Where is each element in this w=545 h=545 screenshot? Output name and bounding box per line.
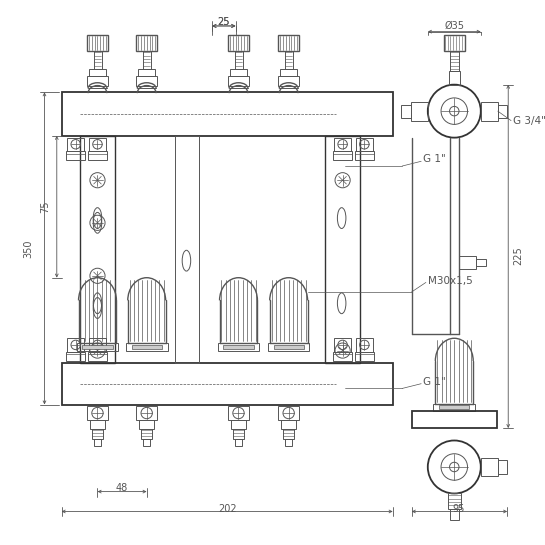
Text: G 1": G 1" bbox=[423, 154, 446, 165]
Bar bbox=[498, 461, 507, 474]
Text: 202: 202 bbox=[218, 504, 237, 513]
Bar bbox=[139, 420, 154, 429]
Bar bbox=[217, 343, 259, 350]
Bar bbox=[89, 338, 106, 352]
Bar bbox=[89, 70, 106, 76]
Bar bbox=[136, 407, 157, 420]
Bar bbox=[450, 51, 459, 71]
Text: M30x1,5: M30x1,5 bbox=[428, 276, 473, 286]
Bar bbox=[334, 138, 351, 151]
Bar bbox=[67, 138, 84, 151]
Bar bbox=[355, 151, 374, 160]
Bar bbox=[411, 411, 497, 428]
Bar bbox=[223, 345, 253, 349]
Bar bbox=[401, 105, 411, 118]
Bar bbox=[333, 151, 352, 160]
Bar bbox=[333, 352, 352, 361]
Bar bbox=[285, 51, 293, 70]
Bar bbox=[62, 92, 393, 136]
Bar bbox=[278, 35, 299, 51]
Bar bbox=[87, 76, 108, 86]
Bar bbox=[325, 136, 360, 363]
Bar bbox=[175, 136, 199, 363]
Bar bbox=[131, 345, 162, 349]
Text: 25: 25 bbox=[217, 17, 229, 27]
Bar bbox=[481, 102, 498, 120]
Bar bbox=[81, 136, 116, 363]
Bar bbox=[447, 493, 461, 508]
Bar bbox=[88, 151, 107, 160]
Bar bbox=[433, 404, 475, 411]
Bar bbox=[439, 405, 469, 409]
Bar bbox=[136, 76, 157, 86]
Bar bbox=[67, 338, 84, 352]
Bar bbox=[268, 343, 310, 350]
Bar bbox=[356, 138, 373, 151]
Bar bbox=[94, 51, 102, 70]
Bar bbox=[476, 259, 486, 267]
Bar bbox=[459, 256, 476, 269]
Bar bbox=[498, 105, 507, 118]
Bar bbox=[283, 429, 294, 439]
Bar bbox=[126, 343, 167, 350]
Bar bbox=[449, 71, 460, 84]
Bar bbox=[481, 457, 498, 476]
Bar bbox=[285, 439, 293, 446]
Bar bbox=[87, 407, 108, 420]
Bar bbox=[87, 35, 108, 51]
Bar bbox=[280, 70, 297, 76]
Bar bbox=[235, 51, 243, 70]
Bar bbox=[90, 420, 105, 429]
Bar bbox=[66, 151, 85, 160]
Bar bbox=[138, 70, 155, 76]
Text: 75: 75 bbox=[40, 201, 51, 213]
Bar bbox=[62, 363, 393, 404]
Bar bbox=[278, 407, 299, 420]
Bar bbox=[231, 420, 246, 429]
Bar bbox=[143, 51, 152, 70]
Bar bbox=[94, 439, 101, 446]
Bar bbox=[356, 338, 373, 352]
Bar bbox=[66, 352, 85, 361]
Bar bbox=[235, 439, 243, 446]
Bar bbox=[141, 429, 153, 439]
Bar bbox=[136, 35, 157, 51]
Bar bbox=[334, 338, 351, 352]
Text: Ø35: Ø35 bbox=[444, 21, 464, 31]
Text: 48: 48 bbox=[116, 483, 128, 493]
Bar bbox=[88, 352, 107, 361]
Bar bbox=[82, 345, 113, 349]
Text: G 3/4": G 3/4" bbox=[513, 116, 545, 125]
Text: G 1": G 1" bbox=[423, 377, 446, 387]
Bar bbox=[77, 343, 118, 350]
Bar bbox=[274, 345, 304, 349]
Bar bbox=[228, 76, 249, 86]
Text: 25: 25 bbox=[217, 17, 229, 27]
Text: 95: 95 bbox=[453, 504, 465, 513]
Bar bbox=[230, 70, 247, 76]
Bar bbox=[450, 508, 459, 520]
Bar bbox=[278, 76, 299, 86]
Bar bbox=[228, 407, 249, 420]
Bar bbox=[281, 420, 296, 429]
Text: 350: 350 bbox=[23, 239, 33, 258]
Bar bbox=[355, 352, 374, 361]
Bar bbox=[233, 429, 244, 439]
Bar bbox=[92, 429, 103, 439]
Bar bbox=[89, 138, 106, 151]
Bar bbox=[444, 35, 465, 51]
Text: 225: 225 bbox=[513, 246, 524, 265]
Bar bbox=[143, 439, 150, 446]
Bar bbox=[228, 35, 249, 51]
Bar bbox=[411, 102, 428, 120]
